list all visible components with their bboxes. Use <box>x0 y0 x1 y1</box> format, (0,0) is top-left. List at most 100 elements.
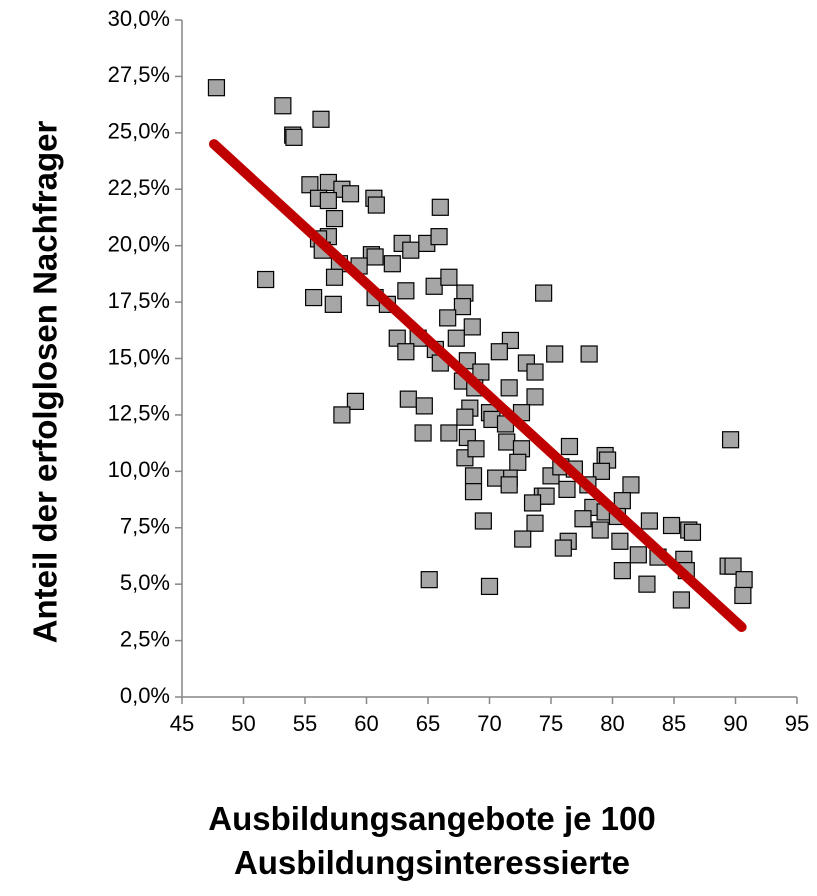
y-tick-label: 12,5% <box>108 401 170 426</box>
scatter-point <box>274 97 292 115</box>
y-tick-label: 2,5% <box>120 626 170 651</box>
scatter-point <box>453 297 472 316</box>
scatter-point <box>560 437 579 456</box>
x-tick-label: 85 <box>662 711 686 736</box>
scatter-point <box>463 318 481 336</box>
scatter-point <box>526 388 544 406</box>
scatter-point <box>414 424 432 442</box>
scatter-point <box>467 440 485 458</box>
scatter-point <box>325 268 344 286</box>
x-tick-label: 60 <box>354 711 378 736</box>
scatter-point <box>415 397 433 415</box>
y-tick-label: 17,5% <box>108 288 170 313</box>
scatter-point <box>721 431 740 449</box>
scatter-point <box>383 255 401 273</box>
scatter-point <box>591 521 609 539</box>
y-tick-label: 25,0% <box>108 119 170 144</box>
scatter-point <box>325 209 344 228</box>
x-tick-label: 50 <box>231 711 255 736</box>
x-tick-label: 90 <box>723 711 747 736</box>
x-axis-title: Ausbildungsangebote je 100 <box>208 800 655 837</box>
scatter-point <box>257 270 275 289</box>
scatter-point <box>402 241 420 259</box>
x-tick-label: 70 <box>477 711 501 736</box>
scatter-point <box>683 523 702 541</box>
scatter-point <box>312 110 330 128</box>
x-axis-title: Ausbildungsinteressierte <box>234 844 630 881</box>
y-tick-label: 20,0% <box>108 231 170 256</box>
scatter-point <box>735 571 753 589</box>
x-tick-label: 95 <box>785 711 809 736</box>
scatter-point <box>319 191 337 210</box>
scatter-point <box>431 198 449 216</box>
scatter-point <box>509 453 527 471</box>
scatter-point <box>500 379 518 397</box>
scatter-point <box>474 512 492 530</box>
scatter-point <box>430 228 448 246</box>
scatter-point <box>629 546 647 564</box>
scatter-point <box>535 284 553 302</box>
scatter-point <box>662 516 681 535</box>
x-tick-label: 45 <box>170 711 194 736</box>
y-axis-title: Anteil der erfolglosen Nachfrager <box>27 121 64 644</box>
scatter-point <box>574 510 592 528</box>
scatter-point <box>500 476 518 494</box>
scatter-point <box>324 295 342 313</box>
y-tick-label: 22,5% <box>108 175 170 200</box>
scatter-point <box>523 494 542 512</box>
y-tick-label: 5,0% <box>120 570 170 595</box>
scatter-point <box>366 248 384 266</box>
scatter-point <box>346 392 365 410</box>
scatter-point <box>464 483 483 501</box>
y-tick-label: 10,0% <box>108 457 170 482</box>
scatter-point <box>367 196 385 214</box>
scatter-point <box>672 591 690 609</box>
scatter-point <box>285 128 303 146</box>
scatter-point <box>638 575 656 593</box>
scatter-point <box>388 329 406 347</box>
scatter-point <box>456 408 474 426</box>
scatter-point <box>611 532 629 550</box>
scatter-point <box>333 406 351 424</box>
y-tick-label: 30,0% <box>108 6 170 31</box>
scatter-point <box>305 288 323 307</box>
scatter-point <box>447 329 465 347</box>
scatter-point <box>439 309 457 327</box>
y-tick-label: 0,0% <box>120 683 170 708</box>
x-tick-label: 75 <box>539 711 563 736</box>
scatter-point <box>207 79 226 97</box>
scatter-point <box>622 476 640 494</box>
y-tick-label: 27,5% <box>108 62 170 87</box>
y-tick-label: 15,0% <box>108 344 170 369</box>
scatter-point <box>397 343 415 361</box>
scatter-point <box>490 343 508 361</box>
scatter-point <box>554 539 572 557</box>
scatter-point <box>397 282 415 300</box>
scatter-point <box>498 433 516 451</box>
scatter-point <box>464 467 483 485</box>
scatter-point <box>558 480 576 498</box>
scatter-point <box>526 363 544 381</box>
scatter-point <box>458 352 476 370</box>
scatter-point <box>580 345 598 363</box>
x-tick-label: 80 <box>600 711 624 736</box>
scatter-point <box>724 557 742 575</box>
scatter-point <box>420 571 438 589</box>
trend-line <box>208 139 747 633</box>
scatter-point <box>341 185 360 203</box>
scatter-point <box>592 462 611 480</box>
scatter-point <box>613 562 631 580</box>
scatter-point <box>425 277 443 295</box>
x-tick-label: 65 <box>416 711 440 736</box>
scatter-point <box>546 345 564 363</box>
x-tick-label: 55 <box>293 711 317 736</box>
scatter-point <box>640 512 659 530</box>
scatter-point <box>440 268 458 286</box>
scatter-point <box>526 514 544 532</box>
scatter-point <box>734 586 752 605</box>
y-tick-label: 7,5% <box>120 514 170 539</box>
scatter-point <box>440 424 458 442</box>
scatter-point <box>399 390 417 408</box>
scatter-point <box>301 176 319 194</box>
